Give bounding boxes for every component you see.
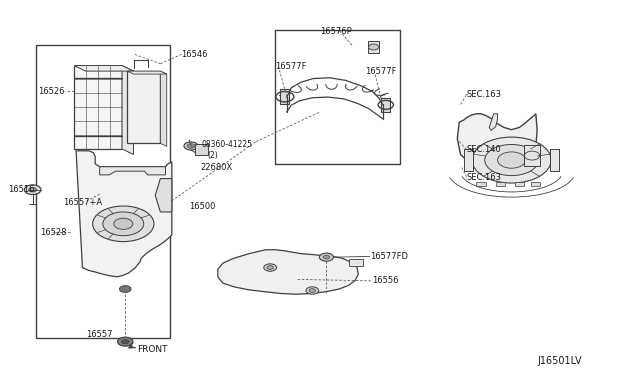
Circle shape xyxy=(484,144,538,176)
Bar xyxy=(275,31,400,164)
Circle shape xyxy=(103,212,144,235)
Text: SEC.163: SEC.163 xyxy=(467,173,502,182)
Text: 16516: 16516 xyxy=(8,185,35,194)
Circle shape xyxy=(114,218,133,230)
Polygon shape xyxy=(161,71,167,146)
Text: (2): (2) xyxy=(207,151,218,160)
Text: FRONT: FRONT xyxy=(137,344,167,353)
Bar xyxy=(280,89,289,105)
Text: 16528: 16528 xyxy=(40,228,67,237)
Circle shape xyxy=(267,266,273,269)
Bar xyxy=(381,98,390,112)
Bar xyxy=(515,182,524,186)
Text: SEC.163: SEC.163 xyxy=(467,90,502,99)
Bar xyxy=(127,71,161,143)
Circle shape xyxy=(120,286,131,292)
Polygon shape xyxy=(76,151,172,277)
Circle shape xyxy=(264,264,276,271)
Bar xyxy=(36,45,170,338)
Text: 08360-41225: 08360-41225 xyxy=(202,140,253,149)
Text: 16526: 16526 xyxy=(38,87,64,96)
Circle shape xyxy=(93,206,154,241)
Text: 22680X: 22680X xyxy=(200,163,233,171)
Polygon shape xyxy=(489,114,497,131)
Text: 16546: 16546 xyxy=(181,50,208,59)
Text: 16576P: 16576P xyxy=(320,26,352,36)
Circle shape xyxy=(118,337,133,346)
Circle shape xyxy=(306,287,319,294)
Bar xyxy=(476,182,486,186)
Text: 16556: 16556 xyxy=(372,276,399,285)
Polygon shape xyxy=(550,149,559,171)
Polygon shape xyxy=(156,179,172,212)
Polygon shape xyxy=(127,71,167,74)
Circle shape xyxy=(497,152,525,168)
Polygon shape xyxy=(100,167,166,175)
Polygon shape xyxy=(74,65,134,71)
Text: 16577FD: 16577FD xyxy=(370,252,408,261)
Bar xyxy=(531,182,540,186)
Bar xyxy=(349,259,363,266)
Text: 16500: 16500 xyxy=(189,202,216,211)
Circle shape xyxy=(187,144,195,148)
Text: SEC.140: SEC.140 xyxy=(467,145,502,154)
Text: J16501LV: J16501LV xyxy=(537,356,582,366)
Bar xyxy=(495,182,505,186)
Bar xyxy=(74,65,122,149)
Circle shape xyxy=(122,339,129,344)
Polygon shape xyxy=(122,65,134,154)
Polygon shape xyxy=(464,149,473,171)
Text: 16557: 16557 xyxy=(86,330,112,340)
Bar xyxy=(195,144,208,155)
Bar xyxy=(368,41,380,52)
Text: 16577F: 16577F xyxy=(275,62,307,71)
Text: 16557+A: 16557+A xyxy=(63,198,102,207)
Polygon shape xyxy=(458,114,537,176)
Text: 16577F: 16577F xyxy=(365,67,396,76)
Bar xyxy=(524,145,540,166)
Circle shape xyxy=(323,255,330,259)
Circle shape xyxy=(472,137,551,183)
Circle shape xyxy=(369,44,379,50)
Circle shape xyxy=(24,185,41,195)
Circle shape xyxy=(319,253,333,261)
Circle shape xyxy=(29,187,36,192)
Circle shape xyxy=(309,289,316,292)
Polygon shape xyxy=(218,250,358,294)
Circle shape xyxy=(184,142,198,150)
